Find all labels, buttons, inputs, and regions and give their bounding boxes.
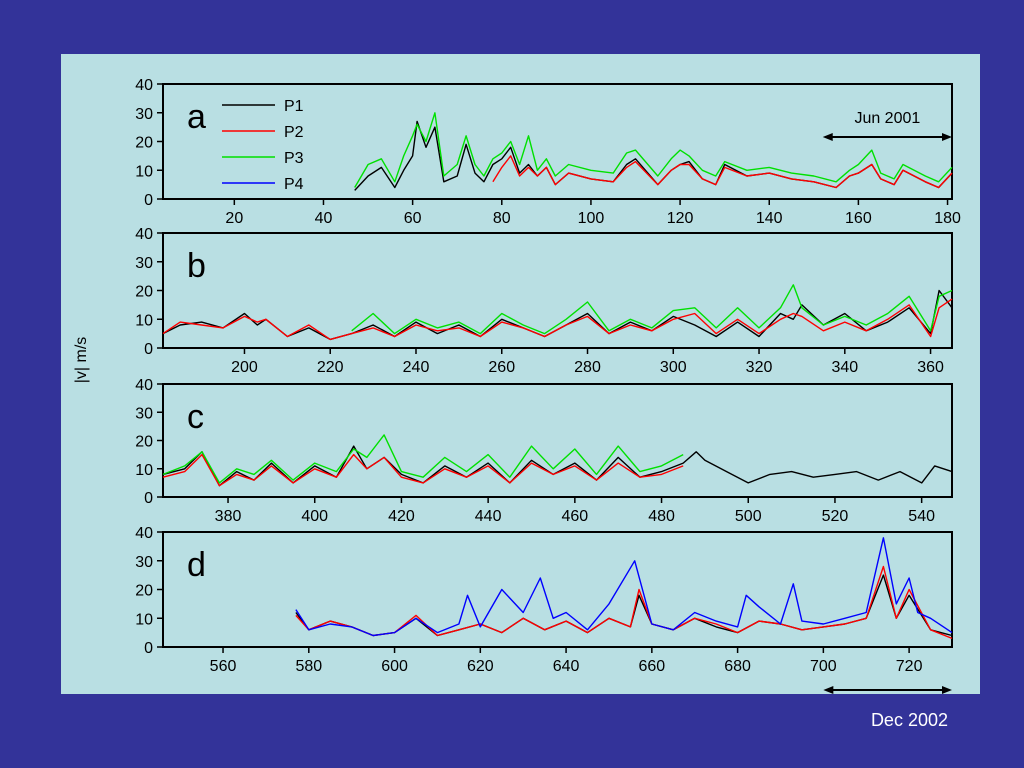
panel-frame xyxy=(162,383,953,498)
series-P3 xyxy=(354,112,953,188)
panel-b: 0 10 20 30 40 200 220 240 260 280 300 320 340 360 b xyxy=(135,226,953,376)
series-P2 xyxy=(492,155,953,189)
legend: P1 P2 P3 P4 xyxy=(222,98,304,193)
annotation-arrow-head-left xyxy=(823,686,834,694)
x-tick-label: 260 xyxy=(488,359,515,376)
x-tick-label: 620 xyxy=(467,658,494,675)
series-P1 xyxy=(162,445,953,487)
y-tick-label: 10 xyxy=(135,163,153,180)
series-P2 xyxy=(295,565,953,640)
annotation-arrow-head-right xyxy=(942,686,952,694)
x-tick-label: 180 xyxy=(934,210,961,227)
x-tick-label: 720 xyxy=(896,658,923,675)
x-tick-label: 80 xyxy=(493,210,511,227)
series-P3 xyxy=(351,284,953,335)
panel-frame xyxy=(162,232,953,349)
legend-label-P3: P3 xyxy=(284,150,304,167)
x-tick-label: 680 xyxy=(724,658,751,675)
x-tick-label: 300 xyxy=(660,359,687,376)
x-tick-label: 440 xyxy=(475,508,502,525)
x-tick-label: 400 xyxy=(301,508,328,525)
x-tick-label: 200 xyxy=(231,359,258,376)
x-tick-label: 500 xyxy=(735,508,762,525)
y-tick-label: 40 xyxy=(135,226,153,243)
x-tick-label: 120 xyxy=(667,210,694,227)
y-tick-label: 30 xyxy=(135,554,153,571)
x-tick-label: 20 xyxy=(225,210,243,227)
series-P2 xyxy=(162,298,953,341)
x-tick-label: 480 xyxy=(648,508,675,525)
annotation-arrow-head-right xyxy=(942,133,952,141)
y-tick-label: 20 xyxy=(135,135,153,152)
y-axis-label: |v| m/s xyxy=(73,337,90,384)
panel-letter: c xyxy=(187,398,204,436)
x-tick-label: 40 xyxy=(315,210,333,227)
y-tick-label: 40 xyxy=(135,525,153,542)
y-tick-label: 20 xyxy=(135,583,153,600)
series-P1 xyxy=(295,574,953,637)
y-tick-label: 30 xyxy=(135,106,153,123)
y-tick-label: 30 xyxy=(135,255,153,272)
legend-label-P1: P1 xyxy=(284,98,304,115)
panel-letter: b xyxy=(187,247,206,285)
x-tick-label: 160 xyxy=(845,210,872,227)
x-tick-label: 580 xyxy=(295,658,322,675)
x-tick-label: 700 xyxy=(810,658,837,675)
x-tick-label: 520 xyxy=(822,508,849,525)
x-tick-label: 380 xyxy=(215,508,242,525)
y-tick-label: 20 xyxy=(135,434,153,451)
series-P2 xyxy=(162,453,684,487)
panel-c: 0 10 20 30 40 380 400 420 440 460 480 500 520 540 c xyxy=(135,377,953,525)
y-tick-label: 10 xyxy=(135,312,153,329)
y-tick-label: 40 xyxy=(135,377,153,394)
x-tick-label: 540 xyxy=(908,508,935,525)
x-tick-label: 220 xyxy=(317,359,344,376)
x-tick-label: 660 xyxy=(638,658,665,675)
panel-letter: d xyxy=(187,546,206,584)
x-tick-label: 560 xyxy=(210,658,237,675)
x-tick-label: 320 xyxy=(746,359,773,376)
x-tick-label: 60 xyxy=(404,210,422,227)
y-tick-label: 10 xyxy=(135,611,153,628)
panel-frame xyxy=(162,531,953,648)
x-tick-label: 140 xyxy=(756,210,783,227)
y-tick-label: 0 xyxy=(144,341,153,358)
y-tick-label: 20 xyxy=(135,284,153,301)
series-P3 xyxy=(162,434,684,484)
x-tick-label: 100 xyxy=(578,210,605,227)
y-tick-label: 0 xyxy=(144,192,153,209)
x-tick-label: 280 xyxy=(574,359,601,376)
annotation-arrow-head-left xyxy=(822,133,833,141)
panel-a: 0 10 20 30 40 20 40 60 80 100 120 140 160 180 a Jun 200… xyxy=(135,77,961,227)
annotation-label: Jun 2001 xyxy=(854,110,920,127)
x-tick-label: 460 xyxy=(561,508,588,525)
y-tick-label: 0 xyxy=(144,640,153,657)
x-tick-label: 340 xyxy=(831,359,858,376)
x-tick-label: 420 xyxy=(388,508,415,525)
x-tick-label: 240 xyxy=(403,359,430,376)
x-tick-label: 640 xyxy=(553,658,580,675)
y-tick-label: 10 xyxy=(135,462,153,479)
legend-label-P4: P4 xyxy=(284,176,304,193)
legend-label-P2: P2 xyxy=(284,124,304,141)
panel-d: 0 10 20 30 40 560 580 600 620 640 660 680 700 720 d xyxy=(135,525,953,694)
y-tick-label: 30 xyxy=(135,405,153,422)
x-tick-label: 360 xyxy=(917,359,944,376)
y-tick-label: 40 xyxy=(135,77,153,94)
series-P4 xyxy=(295,537,953,637)
panel-letter: a xyxy=(187,98,206,136)
x-tick-label: 600 xyxy=(381,658,408,675)
dec-2002-caption: Dec 2002 xyxy=(870,710,948,730)
y-tick-label: 0 xyxy=(144,490,153,507)
